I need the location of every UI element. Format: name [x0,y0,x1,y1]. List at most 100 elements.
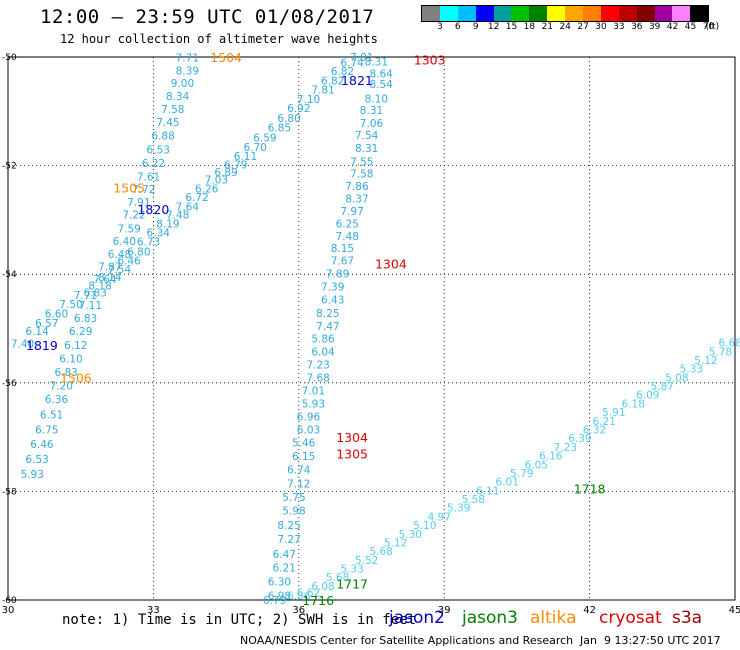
swh-value-label: 7.71 [176,53,199,65]
swh-value-label: 7.67 [331,256,354,268]
swh-value-label: 5.33 [680,364,703,376]
pass-time-label: 1304 [375,256,407,271]
swh-value-label: 7.55 [350,156,373,168]
swh-value-label: 6.53 [25,454,48,466]
legend-tick-label: 15 [505,22,518,32]
x-tick-label: 30 [2,605,15,616]
swh-value-label: 7.39 [321,282,344,294]
legend-tick-label: 45 [684,22,697,32]
swh-value-label: 6.36 [45,394,69,406]
swh-value-label: 6.46 [30,439,54,451]
swh-value-label: 6.53 [147,144,170,156]
pass-time-label: 1820 [137,202,169,217]
satellite-legend-s3a: s3a [672,608,703,628]
swh-value-label: 6.82 [321,75,344,87]
swh-value-label: 5.68 [369,546,392,558]
swh-value-label: 5.86 [311,333,335,345]
legend-swatch [529,6,548,21]
swh-value-label: 7.64 [176,201,200,213]
y-tick-label: -54 [2,270,17,280]
swh-value-label: 7.87 [98,262,121,274]
swh-value-label: 8.18 [88,281,111,293]
legend-swatch [422,6,440,21]
footer-credit: NOAA/NESDIS Center for Satellite Applica… [240,634,574,647]
legend-tick-label: 70 [702,22,715,32]
swh-value-label: 6.70 [243,142,266,154]
swh-value-label: 8.54 [369,79,393,91]
track-b: 7.406.146.576.607.507.718.188.147.546.46… [11,57,364,350]
swh-value-label: 5.30 [399,529,422,541]
swh-value-label: 5.10 [413,520,436,532]
legend-swatch [636,6,655,21]
pass-time-label: 1821 [341,73,373,88]
swh-value-label: 5.33 [340,564,363,576]
swh-value-label: 6.92 [287,103,310,115]
swh-value-label: 7.23 [554,442,577,454]
swh-value-label: 6.15 [292,451,315,463]
swh-value-label: 8.31 [360,105,383,117]
y-tick-label: -50 [2,53,17,63]
pass-time-label: 1303 [414,53,446,68]
swh-value-label: 6.85 [268,123,291,135]
legend-swatch [654,6,673,21]
legend-tick-label: 21 [541,22,554,32]
legend-swatch [565,6,584,21]
swh-value-label: 5.52 [355,555,378,567]
swh-value-label: 8.19 [156,219,179,231]
swh-value-label: 6.21 [273,562,296,574]
swh-value-label: 8.31 [365,56,388,68]
swh-value-label: 6.96 [297,411,321,423]
swh-value-label: 6.18 [622,398,645,410]
swh-value-label: 8.37 [345,194,368,206]
swh-value-label: 6.82 [331,66,354,78]
swh-value-label: 6.30 [268,577,291,589]
swh-value-label: 6.09 [636,390,659,402]
swh-value-label: 6.14 [25,326,49,338]
swh-value-label: 6.25 [336,219,359,231]
swh-value-label: 7.47 [316,321,339,333]
pass-time-label: 1504 [210,50,242,65]
swh-value-label: 6.72 [185,192,208,204]
y-tick-label: -52 [2,162,17,172]
swh-value-label: 6.46 [117,256,141,268]
swh-value-label: 7.71 [74,290,97,302]
pass-time-label: 1819 [26,338,58,353]
swh-value-label: 8.34 [166,91,190,103]
swh-value-label: 8.10 [365,93,388,105]
swh-value-label: 8.15 [331,243,354,255]
swh-value-label: 6.40 [113,236,136,248]
swh-value-label: 6.11 [234,151,257,163]
swh-value-label: 6.83 [84,288,107,300]
legend-swatch [672,6,691,21]
swh-value-label: 5.93 [21,469,44,481]
swh-value-label: 6.10 [59,353,82,365]
swh-value-label: 6.83 [74,313,97,325]
swh-value-label: 6.80 [127,246,150,258]
swh-value-label: 6.08 [311,581,334,593]
legend-tick-label: 24 [559,22,571,32]
swh-value-label: 6.16 [539,451,563,463]
pass-time-label: 1505 [113,180,145,195]
swh-value-label: 6.03 [297,424,320,436]
swh-value-label: 7.48 [336,231,359,243]
legend-tick-label: 33 [613,22,625,32]
swh-value-label: 7.54 [355,130,379,142]
satellite-tracks: 7.718.399.008.347.587.456.886.536.227.61… [11,52,740,607]
swh-value-label: 8.31 [355,143,378,155]
footnote: note: 1) Time is in UTC; 2) SWH is in fe… [62,612,417,628]
legend-tick-label: 42 [666,22,679,32]
legend-tick-label: 9 [472,22,479,32]
swh-value-label: 5.39 [447,503,470,515]
swh-value-label: 6.36 [287,591,311,603]
swh-value-label: 6.79 [224,160,247,172]
swh-value-label: 8.14 [98,272,122,284]
swh-value-label: 6.68 [718,338,740,350]
swh-value-label: 8.25 [316,308,339,320]
legend-tick-label: 30 [595,22,607,32]
swh-value-label: 5.78 [709,346,732,358]
swh-value-label: 7.58 [161,104,184,116]
legend-swatch [475,6,494,21]
swh-value-label: 5.12 [384,537,407,549]
swh-value-label: 5.98 [282,505,305,517]
